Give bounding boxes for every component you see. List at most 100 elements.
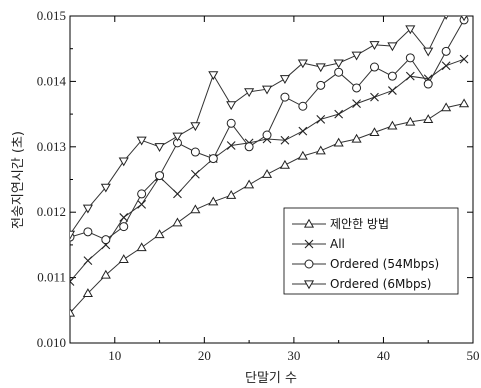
legend-box xyxy=(283,207,459,295)
data-point xyxy=(244,88,255,98)
data-point xyxy=(118,157,129,167)
data-point xyxy=(387,42,398,52)
data-point xyxy=(208,196,219,206)
data-point xyxy=(190,147,200,157)
data-point xyxy=(316,80,326,90)
data-point xyxy=(136,136,147,146)
y-tick-label: 0.015 xyxy=(37,8,66,23)
legend-marker xyxy=(304,259,314,269)
data-point xyxy=(369,41,380,50)
y-tick-label: 0.011 xyxy=(37,270,66,285)
data-point xyxy=(190,204,201,214)
data-point xyxy=(334,67,344,77)
data-point xyxy=(369,62,379,72)
data-point xyxy=(297,59,308,69)
data-point xyxy=(279,75,290,84)
data-point xyxy=(388,86,397,95)
data-point xyxy=(423,114,434,123)
y-tick-label: 0.012 xyxy=(37,204,66,219)
data-point xyxy=(298,101,308,111)
data-point xyxy=(70,307,76,317)
data-point xyxy=(226,118,236,128)
data-point xyxy=(83,256,93,265)
data-point xyxy=(387,71,397,81)
data-point xyxy=(352,99,361,109)
data-point xyxy=(155,171,165,181)
series-0 xyxy=(70,98,470,317)
data-point xyxy=(262,130,272,140)
data-point xyxy=(261,85,273,95)
y-tick-label: 0.010 xyxy=(37,335,66,350)
data-point xyxy=(118,254,129,263)
axis-ticks: 10 20 30 40 50 0.010 0.011 0.012 0.013 0.014 0.015 xyxy=(37,8,480,363)
data-point xyxy=(82,204,93,214)
data-point xyxy=(333,137,344,147)
data-point xyxy=(100,183,111,193)
data-point xyxy=(119,213,129,222)
series-3 xyxy=(70,16,468,240)
data-point xyxy=(190,122,201,132)
series-layer xyxy=(70,16,470,317)
legend-label-2: Ordered (54Mbps) xyxy=(330,257,439,271)
x-tick-label: 20 xyxy=(198,348,211,363)
data-point xyxy=(226,141,236,150)
data-point xyxy=(172,217,183,227)
data-point xyxy=(423,47,434,57)
data-point xyxy=(405,25,416,35)
legend-marker xyxy=(304,239,314,249)
y-tick-label: 0.014 xyxy=(37,73,67,88)
data-point xyxy=(441,46,451,56)
data-point xyxy=(279,159,290,169)
data-point xyxy=(459,54,469,64)
y-tick-label: 0.013 xyxy=(37,139,66,154)
data-point xyxy=(137,189,147,199)
x-tick-label: 40 xyxy=(377,348,390,363)
data-point xyxy=(226,189,237,199)
data-point xyxy=(297,150,308,160)
data-point xyxy=(441,61,451,71)
x-tick-label: 10 xyxy=(108,348,121,363)
data-point xyxy=(172,132,183,142)
data-point xyxy=(387,120,398,130)
y-axis-title: 전송지연시간 (초) xyxy=(11,131,26,229)
data-point xyxy=(70,230,76,240)
legend-symbols xyxy=(292,218,326,290)
legend-label-1: All xyxy=(330,237,345,251)
legend-label-0: 제안한 방법 xyxy=(330,217,389,231)
x-axis-title: 단말기 수 xyxy=(245,371,297,386)
x-tick-label: 50 xyxy=(467,348,480,363)
data-point xyxy=(137,199,147,209)
data-point xyxy=(333,59,344,69)
data-point xyxy=(334,109,344,119)
data-point xyxy=(70,277,75,286)
data-point xyxy=(441,102,452,112)
data-point xyxy=(461,16,468,22)
data-point xyxy=(405,53,415,63)
data-point xyxy=(190,169,200,179)
data-point xyxy=(119,222,129,232)
legend: 제안한 방법 All Ordered (54Mbps) Ordered (6Mb… xyxy=(283,207,459,295)
data-point xyxy=(173,189,182,199)
series-line xyxy=(70,16,464,235)
data-point xyxy=(280,92,290,102)
data-point xyxy=(83,227,93,237)
series-line xyxy=(70,19,465,241)
data-point xyxy=(101,235,111,245)
data-point xyxy=(369,127,380,137)
x-tick-label: 30 xyxy=(287,348,300,363)
data-point xyxy=(458,98,470,108)
data-point xyxy=(244,179,255,189)
data-point xyxy=(352,83,362,93)
legend-marker xyxy=(303,218,315,228)
data-point xyxy=(280,135,290,145)
data-point xyxy=(351,133,362,143)
data-point xyxy=(261,169,273,178)
legend-marker xyxy=(303,280,315,290)
data-point xyxy=(298,126,308,136)
data-point xyxy=(370,92,379,102)
data-point xyxy=(405,116,416,126)
data-point xyxy=(315,145,326,155)
data-point xyxy=(405,71,415,81)
data-point xyxy=(315,63,326,73)
